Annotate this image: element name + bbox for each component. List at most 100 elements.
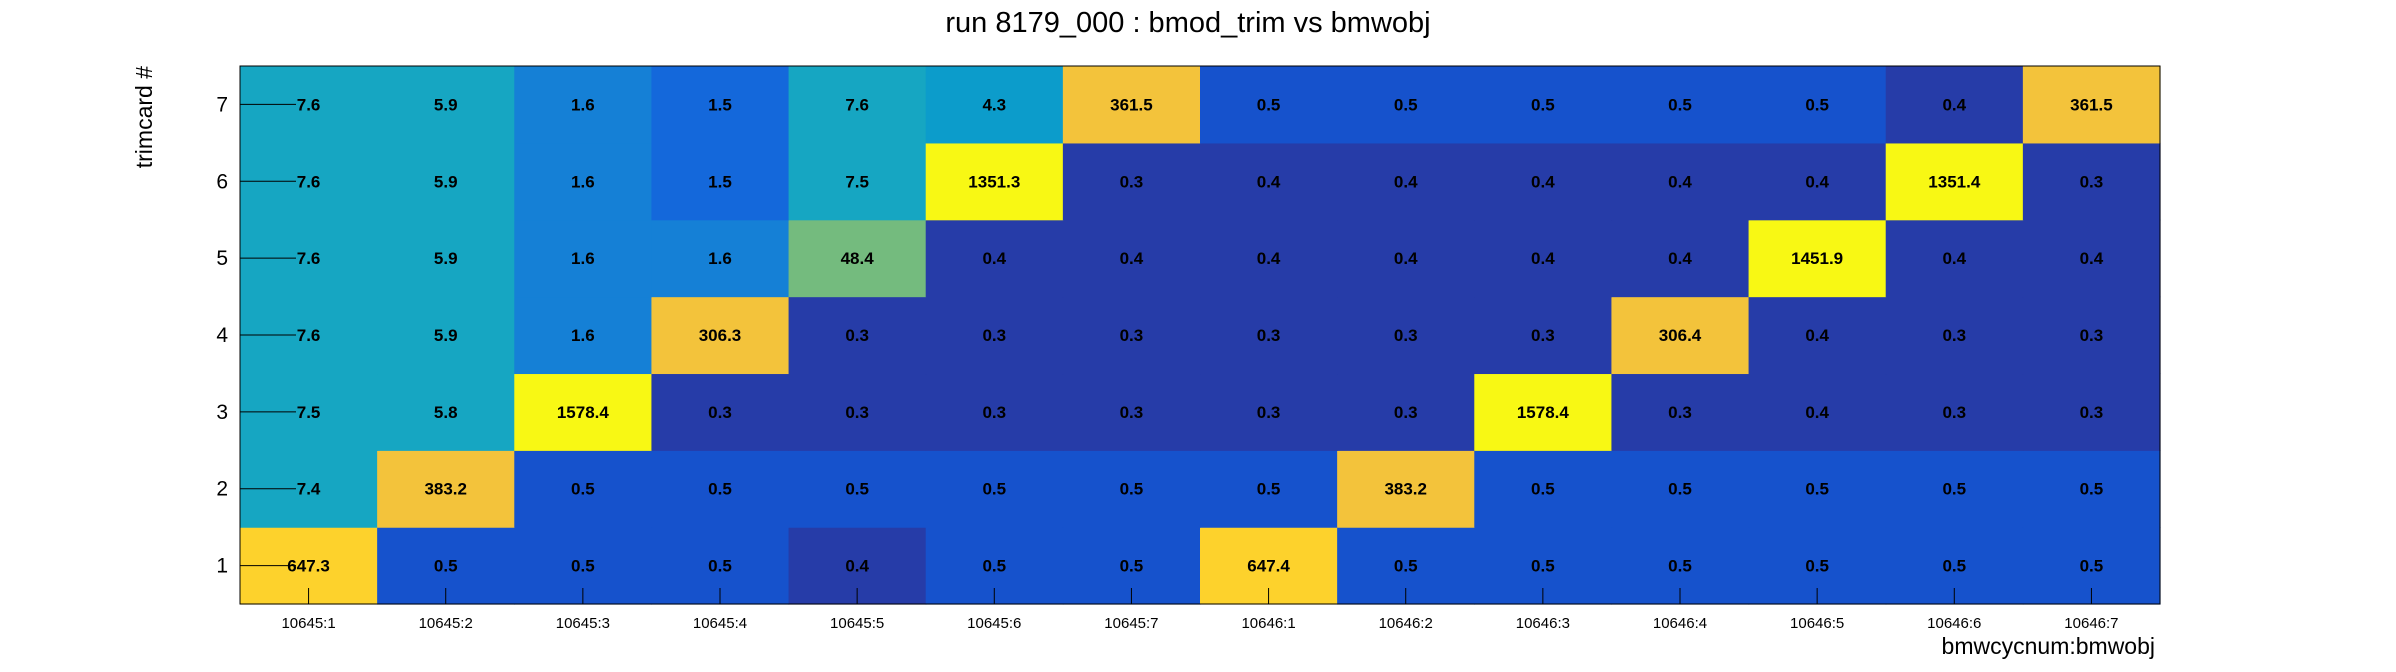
y-tick-label: 3 [216,401,228,424]
cell-value-label: 0.4 [1805,326,1829,345]
cell-value-label: 1351.3 [968,172,1020,191]
heatmap-cell [1062,450,1201,528]
heatmap-cell [1200,296,1338,375]
heatmap-cell [1611,66,1750,144]
heatmap-cell [514,219,653,298]
cell-value-label: 647.3 [287,557,330,576]
cell-value-label: 1.5 [708,172,732,191]
heatmap-cell [1062,373,1201,451]
heatmap-cell [377,373,515,451]
heatmap-cell [1474,373,1613,451]
heatmap-cell [514,450,653,528]
cell-value-label: 0.3 [1120,403,1144,422]
heatmap-cell [1337,450,1475,528]
heatmap-cell [2022,296,2161,375]
cell-value-label: 0.3 [708,403,732,422]
cell-value-label: 0.5 [1531,557,1555,576]
cell-value-label: 0.3 [1257,326,1281,345]
cell-value-label: 0.3 [1394,403,1418,422]
cell-value-label: 0.4 [1668,172,1692,191]
cell-value-label: 0.5 [571,480,595,499]
cell-value-label: 0.5 [1805,557,1829,576]
cell-value-label: 0.3 [2080,172,2104,191]
heatmap-cell [1748,450,1887,528]
heatmap-cell [788,450,927,528]
cell-value-label: 1578.4 [557,403,610,422]
heatmap-cell [1748,219,1887,298]
heatmap-cell [377,219,515,298]
heatmap-cell [788,373,927,451]
cell-value-label: 1.6 [708,249,732,268]
cell-value-label: 0.4 [1257,172,1281,191]
cell-value-label: 306.3 [699,326,742,345]
heatmap-cell [925,373,1064,451]
y-tick-label: 1 [216,555,228,578]
y-axis-label: trimcard # [131,66,157,168]
cell-value-label: 647.4 [1247,557,1290,576]
x-tick-label: 10645:6 [967,615,1021,632]
heatmap-cell [1337,142,1475,221]
heatmap-cell [1885,219,2024,298]
cell-value-label: 0.4 [1942,95,1966,114]
x-tick-label: 10645:2 [419,615,473,632]
heatmap-cell [1748,296,1887,375]
cell-value-label: 0.5 [1668,95,1692,114]
cell-value-label: 0.5 [571,557,595,576]
cell-value-label: 0.3 [1668,403,1692,422]
x-tick-label: 10646:2 [1379,615,1433,632]
cell-value-label: 4.3 [982,95,1006,114]
x-tick-label: 10646:4 [1653,615,1707,632]
heatmap-cell [1062,219,1201,298]
cell-value-label: 0.5 [708,557,732,576]
heatmap-cell [651,219,790,298]
cell-value-label: 7.6 [297,249,321,268]
cell-value-label: 0.5 [1942,557,1966,576]
cell-value-label: 1.6 [571,249,595,268]
heatmap-cell [1337,296,1475,375]
cell-value-label: 0.5 [2080,480,2104,499]
heatmap-cell [651,450,790,528]
cell-value-label: 0.3 [2080,326,2104,345]
cell-value-label: 0.4 [982,249,1006,268]
heatmap-cell [1748,142,1887,221]
heatmap-cell [514,142,653,221]
cell-value-label: 0.4 [1531,249,1555,268]
heatmap-cell [2022,142,2161,221]
heatmap-cell [1885,373,2024,451]
heatmap-cell [788,219,927,298]
heatmap-cell [1200,450,1338,528]
cell-value-label: 0.3 [1120,326,1144,345]
heatmap-cell [1200,219,1338,298]
cell-value-label: 0.3 [1942,403,1966,422]
cell-value-label: 0.5 [1805,95,1829,114]
cell-value-label: 361.5 [1110,95,1153,114]
cell-value-label: 7.6 [297,95,321,114]
cell-value-label: 0.5 [1531,480,1555,499]
heatmap-cell [1474,450,1613,528]
y-axis-ticks: 1 2 3 4 5 6 7 [216,93,296,578]
cell-value-label: 0.4 [1120,249,1144,268]
cell-value-label: 7.5 [845,172,869,191]
heatmap-cell [377,450,515,528]
cell-value-label: 0.3 [1531,326,1555,345]
heatmap-cell [1337,66,1475,144]
y-tick-label: 7 [216,93,228,116]
cell-value-label: 0.3 [1942,326,1966,345]
cell-value-label: 1.6 [571,95,595,114]
heatmap-cell [1062,296,1201,375]
x-tick-label: 10646:5 [1790,615,1844,632]
x-tick-label: 10645:4 [693,615,747,632]
y-tick-label: 2 [216,478,228,501]
x-tick-label: 10645:1 [281,615,335,632]
cell-value-label: 306.4 [1659,326,1702,345]
heatmap-cell [925,296,1064,375]
heatmap-cell [1474,296,1613,375]
cell-value-label: 0.3 [1257,403,1281,422]
heatmap-cell [1062,142,1201,221]
heatmap-cells: 647.3 0.5 0.5 0.5 0.4 0.5 0.5 647.4 0.5 0.5 0.5 0.5… [240,66,2161,605]
cell-value-label: 0.5 [845,480,869,499]
cell-value-label: 0.3 [845,326,869,345]
cell-value-label: 0.5 [708,480,732,499]
